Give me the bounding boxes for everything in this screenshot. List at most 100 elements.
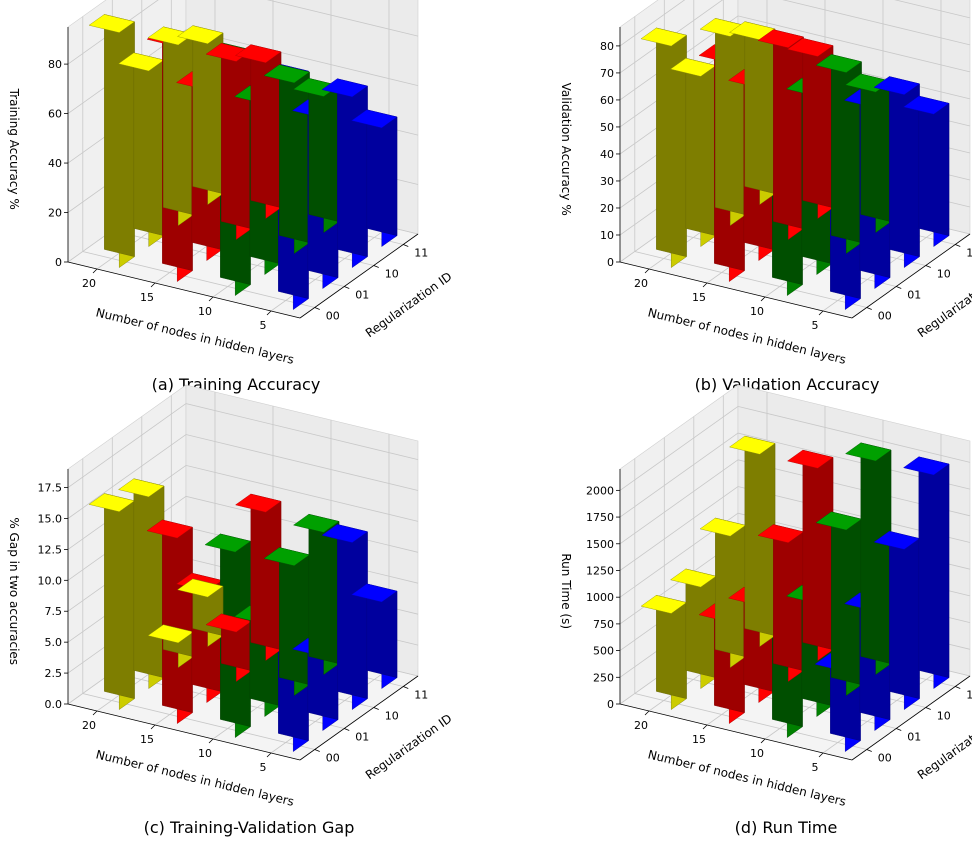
x-tick-label: 15 xyxy=(140,733,154,746)
subplot-caption: (b) Validation Accuracy xyxy=(695,375,880,394)
z-tick-label: 7.5 xyxy=(45,605,63,618)
bar xyxy=(787,449,834,661)
bar-side-face xyxy=(860,73,892,222)
z-tick-label: 250 xyxy=(593,671,614,684)
bar-top-face xyxy=(235,44,282,64)
y-tick-mark xyxy=(896,286,902,289)
bar xyxy=(293,78,340,233)
bar-side-face xyxy=(308,78,340,222)
bar-top-face xyxy=(903,456,950,476)
bar-top-face xyxy=(757,524,804,543)
bar-top-face xyxy=(815,511,862,531)
bar-top-face xyxy=(670,568,717,588)
bar-top-face xyxy=(204,533,251,553)
bar-top-face xyxy=(147,624,194,644)
z-axis-label: % Gap in two accuracies xyxy=(7,517,21,665)
y-tick-label: 10 xyxy=(937,710,951,723)
z-gridline xyxy=(67,434,419,519)
bar-side-face xyxy=(366,109,398,236)
y-tick-mark xyxy=(896,728,902,731)
subplot-3: 5101520000110110250500750100012501500175… xyxy=(559,384,972,837)
bar xyxy=(845,442,892,675)
bar-top-face xyxy=(757,29,804,49)
x-tick-label: 10 xyxy=(750,747,764,760)
bar-top-face xyxy=(640,27,687,47)
bar-side-face xyxy=(250,493,282,650)
bar-top-face xyxy=(351,583,398,603)
z-tick-label: 0 xyxy=(55,256,62,269)
x-tick-mark xyxy=(818,752,824,758)
x-tick-mark xyxy=(208,738,214,744)
z-tick-label: 15.0 xyxy=(38,512,63,525)
subplot-caption: (d) Run Time xyxy=(735,818,838,837)
y-tick-mark xyxy=(925,265,931,268)
z-tick-label: 0.0 xyxy=(45,698,63,711)
z-tick-label: 60 xyxy=(600,94,614,107)
y-tick-mark xyxy=(866,307,872,310)
bar-top-face xyxy=(873,530,920,550)
z-axis-label: Training Accuracy % xyxy=(7,88,21,210)
bar-top-face xyxy=(873,76,920,95)
z-tick-label: 30 xyxy=(600,175,614,188)
bar xyxy=(88,493,135,710)
y-tick-label: 11 xyxy=(966,247,972,260)
x-axis-line xyxy=(67,261,301,319)
y-axis-line xyxy=(299,233,419,319)
z-tick-label: 0 xyxy=(607,698,614,711)
bar xyxy=(293,513,340,675)
x-tick-label: 10 xyxy=(750,305,764,318)
z-tick-label: 70 xyxy=(600,67,614,80)
y-tick-label: 01 xyxy=(907,731,921,744)
z-gridline xyxy=(619,486,971,571)
y-tick-label: 11 xyxy=(414,689,428,702)
z-tick-label: 20 xyxy=(48,207,62,220)
bar xyxy=(903,456,950,689)
bar xyxy=(729,21,776,205)
y-tick-label: 11 xyxy=(966,689,972,702)
x-tick-mark xyxy=(150,282,156,288)
subplot-caption: (c) Training-Validation Gap xyxy=(144,818,355,837)
bar xyxy=(815,511,862,696)
x-tick-label: 10 xyxy=(198,747,212,760)
bar-top-face xyxy=(670,57,717,77)
y-tick-mark xyxy=(344,286,350,289)
bar-top-face xyxy=(177,578,224,598)
bar-top-face xyxy=(88,493,135,512)
y-axis-label: Regularization ID xyxy=(363,269,455,340)
bar xyxy=(321,524,368,710)
z-tick-label: 80 xyxy=(600,40,614,53)
z-tick-label: 60 xyxy=(48,108,62,121)
x-tick-label: 5 xyxy=(812,319,819,332)
y-tick-mark xyxy=(403,244,409,247)
bar xyxy=(873,530,920,710)
bar-top-face xyxy=(699,517,746,537)
y-tick-label: 10 xyxy=(937,268,951,281)
x-axis-label: Number of nodes in hidden layers xyxy=(646,305,847,366)
y-tick-label: 00 xyxy=(878,310,892,323)
subplot-1: 51015200001101101020304050607080Number o… xyxy=(559,0,972,394)
x-axis-label: Number of nodes in hidden layers xyxy=(94,305,295,366)
bar-side-face xyxy=(802,449,834,650)
y-tick-mark xyxy=(955,244,961,247)
bar xyxy=(757,524,804,682)
bar xyxy=(118,52,165,247)
y-axis-line xyxy=(851,675,971,761)
z-tick-label: 40 xyxy=(48,157,62,170)
bar xyxy=(147,624,194,668)
z-gridline xyxy=(619,432,971,518)
bar-side-face xyxy=(133,52,165,236)
bar-side-face xyxy=(221,43,252,229)
z-tick-label: 17.5 xyxy=(38,482,63,495)
x-tick-mark xyxy=(760,296,766,302)
y-tick-mark xyxy=(955,686,961,689)
bar xyxy=(903,95,950,247)
y-tick-label: 10 xyxy=(385,710,399,723)
x-axis-label: Number of nodes in hidden layers xyxy=(646,747,847,808)
bar-top-face xyxy=(903,95,950,115)
x-tick-label: 20 xyxy=(634,277,648,290)
bar xyxy=(640,595,687,710)
x-tick-mark xyxy=(644,268,650,274)
y-tick-label: 10 xyxy=(385,268,399,281)
bar-top-face xyxy=(321,524,368,543)
